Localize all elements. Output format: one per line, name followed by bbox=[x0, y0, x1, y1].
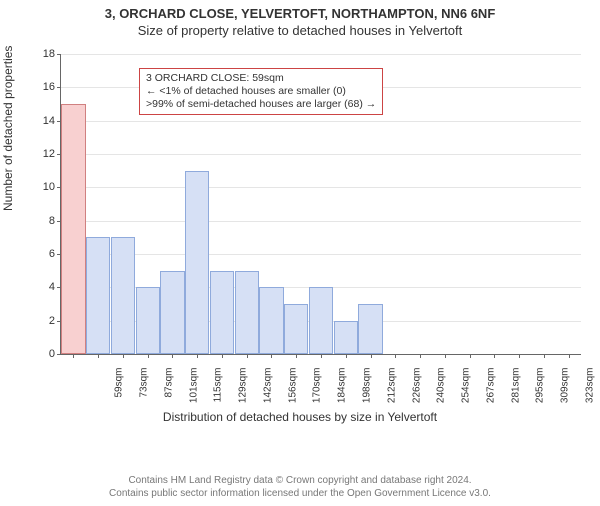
bar bbox=[185, 171, 209, 354]
gridline bbox=[61, 54, 581, 55]
xtick-mark bbox=[494, 354, 495, 358]
ytick-label: 14 bbox=[25, 115, 55, 127]
xtick-label: 254sqm bbox=[461, 368, 472, 418]
xtick-label: 281sqm bbox=[510, 368, 521, 418]
xtick-label: 184sqm bbox=[337, 368, 348, 418]
footer-attribution: Contains HM Land Registry data © Crown c… bbox=[0, 474, 600, 500]
bar bbox=[61, 104, 85, 354]
ytick-mark bbox=[57, 354, 61, 355]
xtick-label: 267sqm bbox=[485, 368, 496, 418]
annotation-line-3: >99% of semi-detached houses are larger … bbox=[146, 98, 376, 111]
footer-line-2: Contains public sector information licen… bbox=[0, 487, 600, 500]
gridline bbox=[61, 254, 581, 255]
page-title-address: 3, ORCHARD CLOSE, YELVERTOFT, NORTHAMPTO… bbox=[0, 6, 600, 21]
bar bbox=[160, 271, 184, 354]
xtick-mark bbox=[346, 354, 347, 358]
xtick-mark bbox=[420, 354, 421, 358]
xtick-mark bbox=[197, 354, 198, 358]
xtick-mark bbox=[123, 354, 124, 358]
annotation-line-2: ← <1% of detached houses are smaller (0) bbox=[146, 85, 376, 98]
bar bbox=[111, 237, 135, 354]
xtick-label: 59sqm bbox=[114, 368, 125, 418]
xtick-mark bbox=[222, 354, 223, 358]
bar bbox=[284, 304, 308, 354]
ytick-label: 6 bbox=[25, 248, 55, 260]
xtick-label: 323sqm bbox=[584, 368, 595, 418]
xtick-label: 295sqm bbox=[535, 368, 546, 418]
xtick-label: 156sqm bbox=[287, 368, 298, 418]
gridline bbox=[61, 187, 581, 188]
xtick-mark bbox=[519, 354, 520, 358]
xtick-label: 101sqm bbox=[188, 368, 199, 418]
bar bbox=[235, 271, 259, 354]
bar bbox=[309, 287, 333, 354]
annotation-line-1: 3 ORCHARD CLOSE: 59sqm bbox=[146, 72, 376, 85]
xtick-label: 73sqm bbox=[139, 368, 150, 418]
ytick-mark bbox=[57, 54, 61, 55]
plot-area: 3 ORCHARD CLOSE: 59sqm ← <1% of detached… bbox=[60, 54, 581, 355]
xtick-label: 309sqm bbox=[560, 368, 571, 418]
ytick-label: 2 bbox=[25, 315, 55, 327]
gridline bbox=[61, 221, 581, 222]
xtick-mark bbox=[321, 354, 322, 358]
xtick-mark bbox=[73, 354, 74, 358]
xtick-label: 87sqm bbox=[163, 368, 174, 418]
xtick-label: 226sqm bbox=[411, 368, 422, 418]
xtick-mark bbox=[148, 354, 149, 358]
bar bbox=[86, 237, 110, 354]
xtick-mark bbox=[172, 354, 173, 358]
ytick-label: 8 bbox=[25, 215, 55, 227]
xtick-label: 142sqm bbox=[262, 368, 273, 418]
xtick-mark bbox=[296, 354, 297, 358]
xtick-mark bbox=[247, 354, 248, 358]
xtick-mark bbox=[98, 354, 99, 358]
xtick-mark bbox=[371, 354, 372, 358]
y-axis-label: Number of detached properties bbox=[1, 46, 15, 211]
xtick-mark bbox=[395, 354, 396, 358]
xtick-mark bbox=[445, 354, 446, 358]
xtick-label: 212sqm bbox=[386, 368, 397, 418]
xtick-label: 115sqm bbox=[213, 368, 224, 418]
xtick-label: 129sqm bbox=[238, 368, 249, 418]
xtick-mark bbox=[470, 354, 471, 358]
xtick-mark bbox=[271, 354, 272, 358]
ytick-label: 12 bbox=[25, 148, 55, 160]
page-title-subtitle: Size of property relative to detached ho… bbox=[0, 23, 600, 38]
bar bbox=[334, 321, 358, 354]
ytick-label: 10 bbox=[25, 181, 55, 193]
xtick-mark bbox=[544, 354, 545, 358]
ytick-mark bbox=[57, 87, 61, 88]
bar bbox=[358, 304, 382, 354]
ytick-label: 18 bbox=[25, 48, 55, 60]
xtick-mark bbox=[569, 354, 570, 358]
chart-container: Number of detached properties 3 ORCHARD … bbox=[0, 44, 600, 424]
annotation-box: 3 ORCHARD CLOSE: 59sqm ← <1% of detached… bbox=[139, 68, 383, 115]
bar bbox=[210, 271, 234, 354]
ytick-label: 0 bbox=[25, 348, 55, 360]
xtick-label: 170sqm bbox=[312, 368, 323, 418]
xtick-label: 240sqm bbox=[436, 368, 447, 418]
ytick-label: 16 bbox=[25, 81, 55, 93]
footer-line-1: Contains HM Land Registry data © Crown c… bbox=[0, 474, 600, 487]
bar bbox=[259, 287, 283, 354]
ytick-label: 4 bbox=[25, 281, 55, 293]
gridline bbox=[61, 121, 581, 122]
xtick-label: 198sqm bbox=[362, 368, 373, 418]
bar bbox=[136, 287, 160, 354]
gridline bbox=[61, 154, 581, 155]
